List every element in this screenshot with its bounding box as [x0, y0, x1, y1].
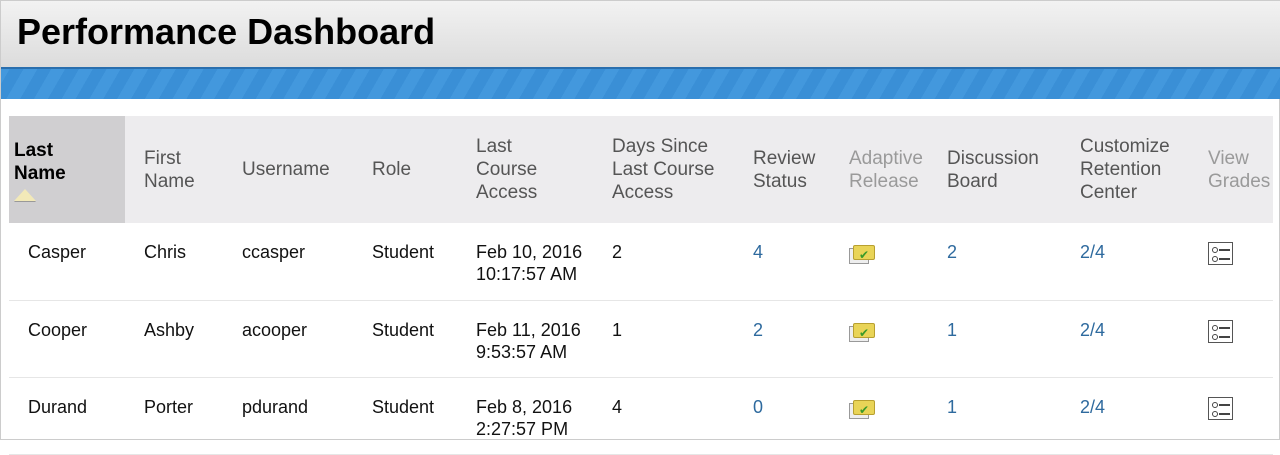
discussion-board-link[interactable]: 1	[947, 396, 958, 417]
header-days-since[interactable]: Days Since Last Course Access	[593, 116, 734, 223]
days-since-access: 4	[593, 377, 734, 455]
header-last-name[interactable]: Last Name	[9, 116, 125, 223]
username: acooper	[223, 300, 353, 378]
discussion-board-link[interactable]: 2	[947, 242, 958, 262]
last-course-access: Feb 8, 2016 2:27:57 PM	[457, 377, 593, 455]
sort-ascending-icon[interactable]	[14, 188, 36, 201]
first-name: Chris	[125, 223, 223, 301]
retention-center-link[interactable]: 2/4	[1080, 319, 1106, 340]
retention-center-link[interactable]: 2/4	[1080, 396, 1106, 417]
username: ccasper	[223, 223, 353, 301]
review-status-link[interactable]: 2	[753, 319, 764, 340]
last-name: Cooper	[9, 300, 125, 378]
header-discussion-board[interactable]: Discussion Board	[928, 116, 1061, 223]
table-row: Cooper Ashby acooper Student Feb 11, 201…	[9, 300, 1273, 378]
folder-check-icon[interactable]	[849, 321, 875, 344]
table-row: Durand Porter pdurand Student Feb 8, 201…	[9, 377, 1273, 455]
last-name: Durand	[9, 377, 125, 455]
header-view-grades: View Grades	[1189, 116, 1273, 223]
page-title: Performance Dashboard	[17, 11, 436, 52]
header-review-status[interactable]: Review Status	[734, 116, 830, 223]
grade-list-icon[interactable]	[1208, 319, 1233, 343]
days-since-access: 2	[593, 223, 734, 301]
first-name: Ashby	[125, 300, 223, 378]
header-last-access[interactable]: Last Course Access	[457, 116, 593, 223]
performance-table: Last Name First Name Username Role Last …	[9, 116, 1273, 455]
last-name: Casper	[9, 223, 125, 301]
table-row: Casper Chris ccasper Student Feb 10, 201…	[9, 223, 1273, 301]
review-status-link[interactable]: 4	[753, 242, 764, 262]
days-since-access: 1	[593, 300, 734, 378]
header-retention-center[interactable]: Customize Retention Center	[1061, 116, 1189, 223]
grade-list-icon[interactable]	[1208, 242, 1233, 265]
retention-center-link[interactable]: 2/4	[1080, 242, 1106, 262]
last-course-access: Feb 10, 2016 10:17:57 AM	[457, 223, 593, 301]
last-course-access: Feb 11, 2016 9:53:57 AM	[457, 300, 593, 378]
grade-list-icon[interactable]	[1208, 396, 1233, 420]
header-first-name[interactable]: First Name	[125, 116, 223, 223]
folder-check-icon[interactable]	[849, 243, 875, 266]
review-status-link[interactable]: 0	[753, 396, 764, 417]
banner-stripe	[1, 67, 1280, 99]
discussion-board-link[interactable]: 1	[947, 319, 958, 340]
role: Student	[353, 300, 457, 378]
header-adaptive-release: Adaptive Release	[830, 116, 928, 223]
header-username[interactable]: Username	[223, 116, 353, 223]
folder-check-icon[interactable]	[849, 398, 875, 421]
header-role[interactable]: Role	[353, 116, 457, 223]
username: pdurand	[223, 377, 353, 455]
role: Student	[353, 223, 457, 301]
title-bar: Performance Dashboard	[1, 1, 1280, 67]
first-name: Porter	[125, 377, 223, 455]
role: Student	[353, 377, 457, 455]
